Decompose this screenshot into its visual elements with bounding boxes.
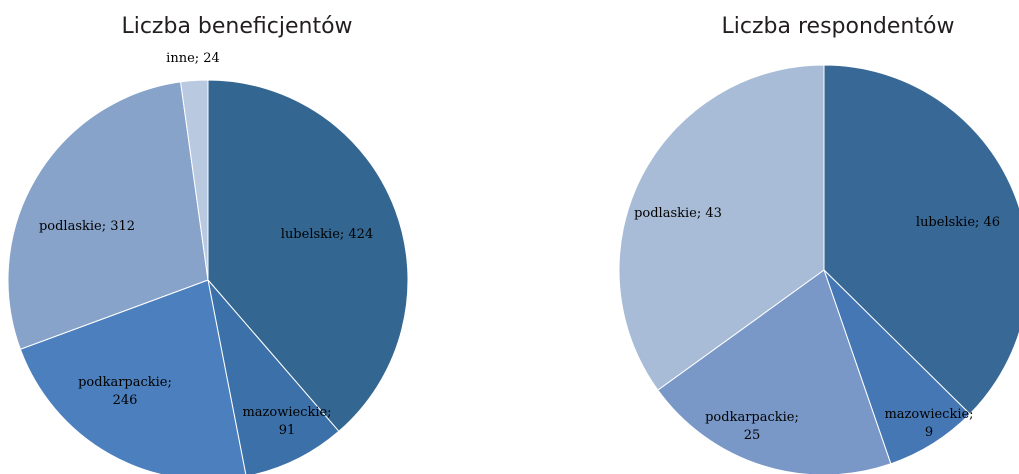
pie-slice-podlaskie <box>618 64 825 391</box>
slice-label-lubelskie: lubelskie; 424 <box>281 227 373 242</box>
slice-label-line: mazowieckie; <box>884 407 973 422</box>
slice-label-line: podkarpackie; <box>78 375 172 390</box>
pie-slice-lubelskie <box>207 79 409 432</box>
slice-label-podkarpackie: podkarpackie; 25 <box>705 410 799 443</box>
slice-label-mazowieckie: mazowieckie; 91 <box>242 405 331 438</box>
slice-label-podlaskie: podlaskie; 312 <box>39 219 135 234</box>
slice-label-inne: inne; 24 <box>166 51 220 66</box>
slice-label-line: podkarpackie; <box>705 410 799 425</box>
pie-slice-inne <box>180 79 209 281</box>
slice-label-line: 25 <box>744 428 761 443</box>
slice-label-lubelskie: lubelskie; 46 <box>916 215 1000 230</box>
chart-title-beneficjenci: Liczba beneficjentów <box>121 14 353 39</box>
pie-respondenci: lubelskie; 46 mazowieckie; 9 podkarpackie; 2… <box>618 64 1019 474</box>
pie-slice-lubelskie <box>823 64 1019 415</box>
slice-label-mazowieckie: mazowieckie; 9 <box>884 407 973 440</box>
slice-label-line: 91 <box>279 423 296 438</box>
pie-beneficjenci: lubelskie; 424 mazowieckie; 91 podkarpackie… <box>7 51 409 474</box>
slice-label-line: 246 <box>113 393 138 408</box>
slice-label-podlaskie: podlaskie; 43 <box>634 206 722 221</box>
slice-label-line: 9 <box>925 425 933 440</box>
chart-title-respondenci: Liczba respondentów <box>721 14 955 39</box>
pie-slice-podkarpackie <box>657 269 892 474</box>
pie-slice-mazowieckie <box>207 278 340 474</box>
slice-label-podkarpackie: podkarpackie; 246 <box>78 375 172 408</box>
pie-slice-podlaskie <box>7 81 209 350</box>
slice-label-line: mazowieckie; <box>242 405 331 420</box>
